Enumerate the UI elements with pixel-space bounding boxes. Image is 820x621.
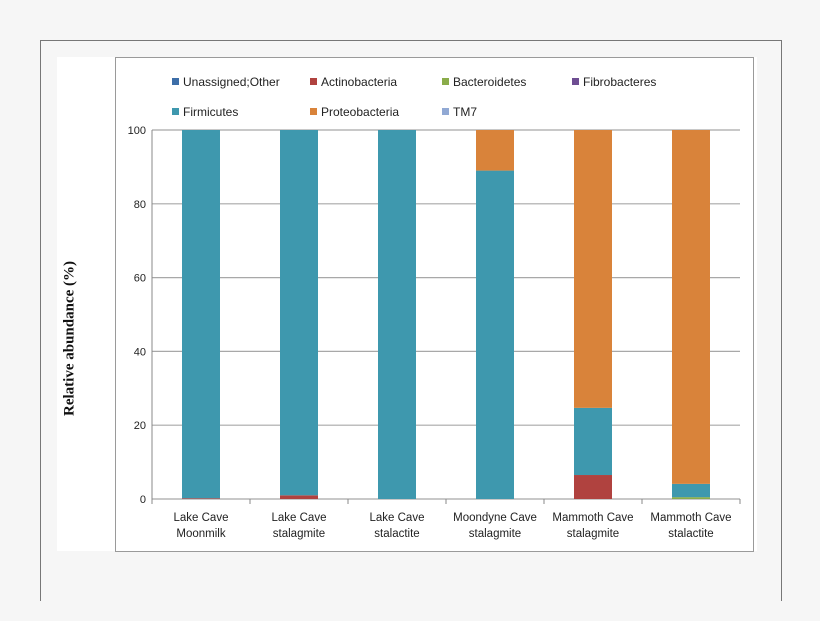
x-tick-label: stalagmite [567,528,619,540]
legend-swatch [442,78,449,85]
y-tick-label: 0 [140,494,146,506]
x-tick-label: Moonmilk [176,528,225,540]
y-tick-label: 20 [134,420,146,432]
legend-swatch [572,78,579,85]
x-tick-label: stalagmite [469,528,521,540]
legend-label: Fibrobacteres [583,75,656,89]
bar-segment-proteobacteria [476,130,514,171]
x-tick-label: Lake Cave [174,512,229,524]
bar-segment-actinobacteria [182,498,220,499]
legend-label: Unassigned;Other [183,75,280,89]
bar-segment-firmicutes [280,130,318,496]
legend-swatch [442,108,449,115]
chart-area [115,57,754,552]
legend-swatch [172,78,179,85]
x-tick-label: stalactite [374,528,419,540]
bar-segment-firmicutes [476,170,514,499]
legend-label: TM7 [453,105,477,119]
x-tick-label: Mammoth Cave [552,512,633,524]
legend-swatch [172,108,179,115]
y-tick-label: 100 [128,125,146,137]
legend-label: Actinobacteria [321,75,397,89]
legend-swatch [310,108,317,115]
legend-label: Proteobacteria [321,105,399,119]
y-tick-label: 80 [134,199,146,211]
bar-segment-proteobacteria [574,130,612,408]
x-tick-label: stalactite [668,528,713,540]
x-tick-label: Lake Cave [370,512,425,524]
bar-segment-firmicutes [672,483,710,498]
legend-swatch [310,78,317,85]
bar-segment-bacteroidetes [672,497,710,499]
x-tick-label: Lake Cave [272,512,327,524]
y-tick-label: 60 [134,273,146,285]
y-tick-label: 40 [134,346,146,358]
bar-segment-firmicutes [182,130,220,499]
bar-segment-actinobacteria [280,495,318,499]
legend-label: Bacteroidetes [453,75,526,89]
bar-segment-actinobacteria [574,475,612,499]
x-tick-label: stalagmite [273,528,325,540]
bar-segment-proteobacteria [672,130,710,484]
x-tick-label: Moondyne Cave [453,512,537,524]
x-tick-label: Mammoth Cave [650,512,731,524]
legend-label: Firmicutes [183,105,238,119]
bar-segment-firmicutes [378,130,416,499]
bar-segment-firmicutes [574,407,612,476]
